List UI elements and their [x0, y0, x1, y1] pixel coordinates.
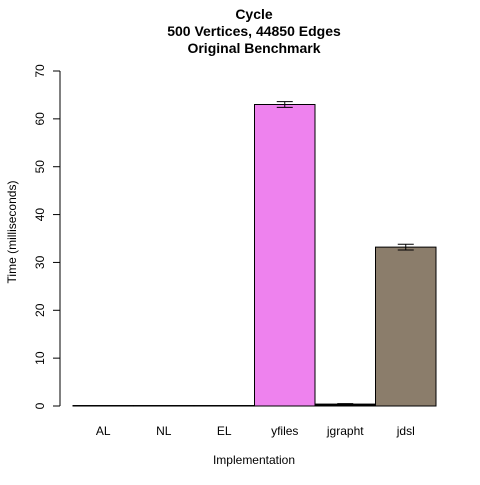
chart-title-line-3: Original Benchmark [187, 40, 320, 56]
bar-jdsl [375, 246, 437, 407]
y-axis-title: Time (milliseconds) [5, 181, 19, 284]
bar-NL [133, 405, 195, 407]
y-tick-label-20: 20 [33, 303, 47, 317]
bar-yfiles [254, 104, 316, 407]
y-tick-label-40: 40 [33, 208, 47, 222]
y-tick-label-0: 0 [33, 402, 47, 409]
error-bars [276, 101, 414, 406]
bars [72, 104, 437, 407]
y-tick-label-50: 50 [33, 160, 47, 174]
chart-title-line-2: 500 Vertices, 44850 Edges [167, 23, 341, 39]
chart-title-line-1: Cycle [235, 6, 273, 22]
x-axis-title: Implementation [213, 453, 295, 467]
x-tick-label-jgrapht: jgrapht [326, 424, 364, 438]
x-tick-label-jdsl: jdsl [396, 424, 415, 438]
y-axis: 0 10 20 30 40 50 60 70 [33, 64, 61, 409]
bar-AL [72, 405, 134, 407]
y-tick-label-60: 60 [33, 112, 47, 126]
x-tick-label-yfiles: yfiles [271, 424, 298, 438]
x-tick-labels: AL NL EL yfiles jgrapht jdsl [96, 424, 415, 438]
x-tick-label-NL: NL [156, 424, 172, 438]
chart-title: Cycle 500 Vertices, 44850 Edges Original… [167, 6, 341, 56]
y-tick-label-10: 10 [33, 351, 47, 365]
bar-EL [193, 405, 255, 407]
x-tick-label-AL: AL [96, 424, 111, 438]
y-tick-label-70: 70 [33, 64, 47, 78]
x-tick-label-EL: EL [217, 424, 232, 438]
y-tick-label-30: 30 [33, 255, 47, 269]
